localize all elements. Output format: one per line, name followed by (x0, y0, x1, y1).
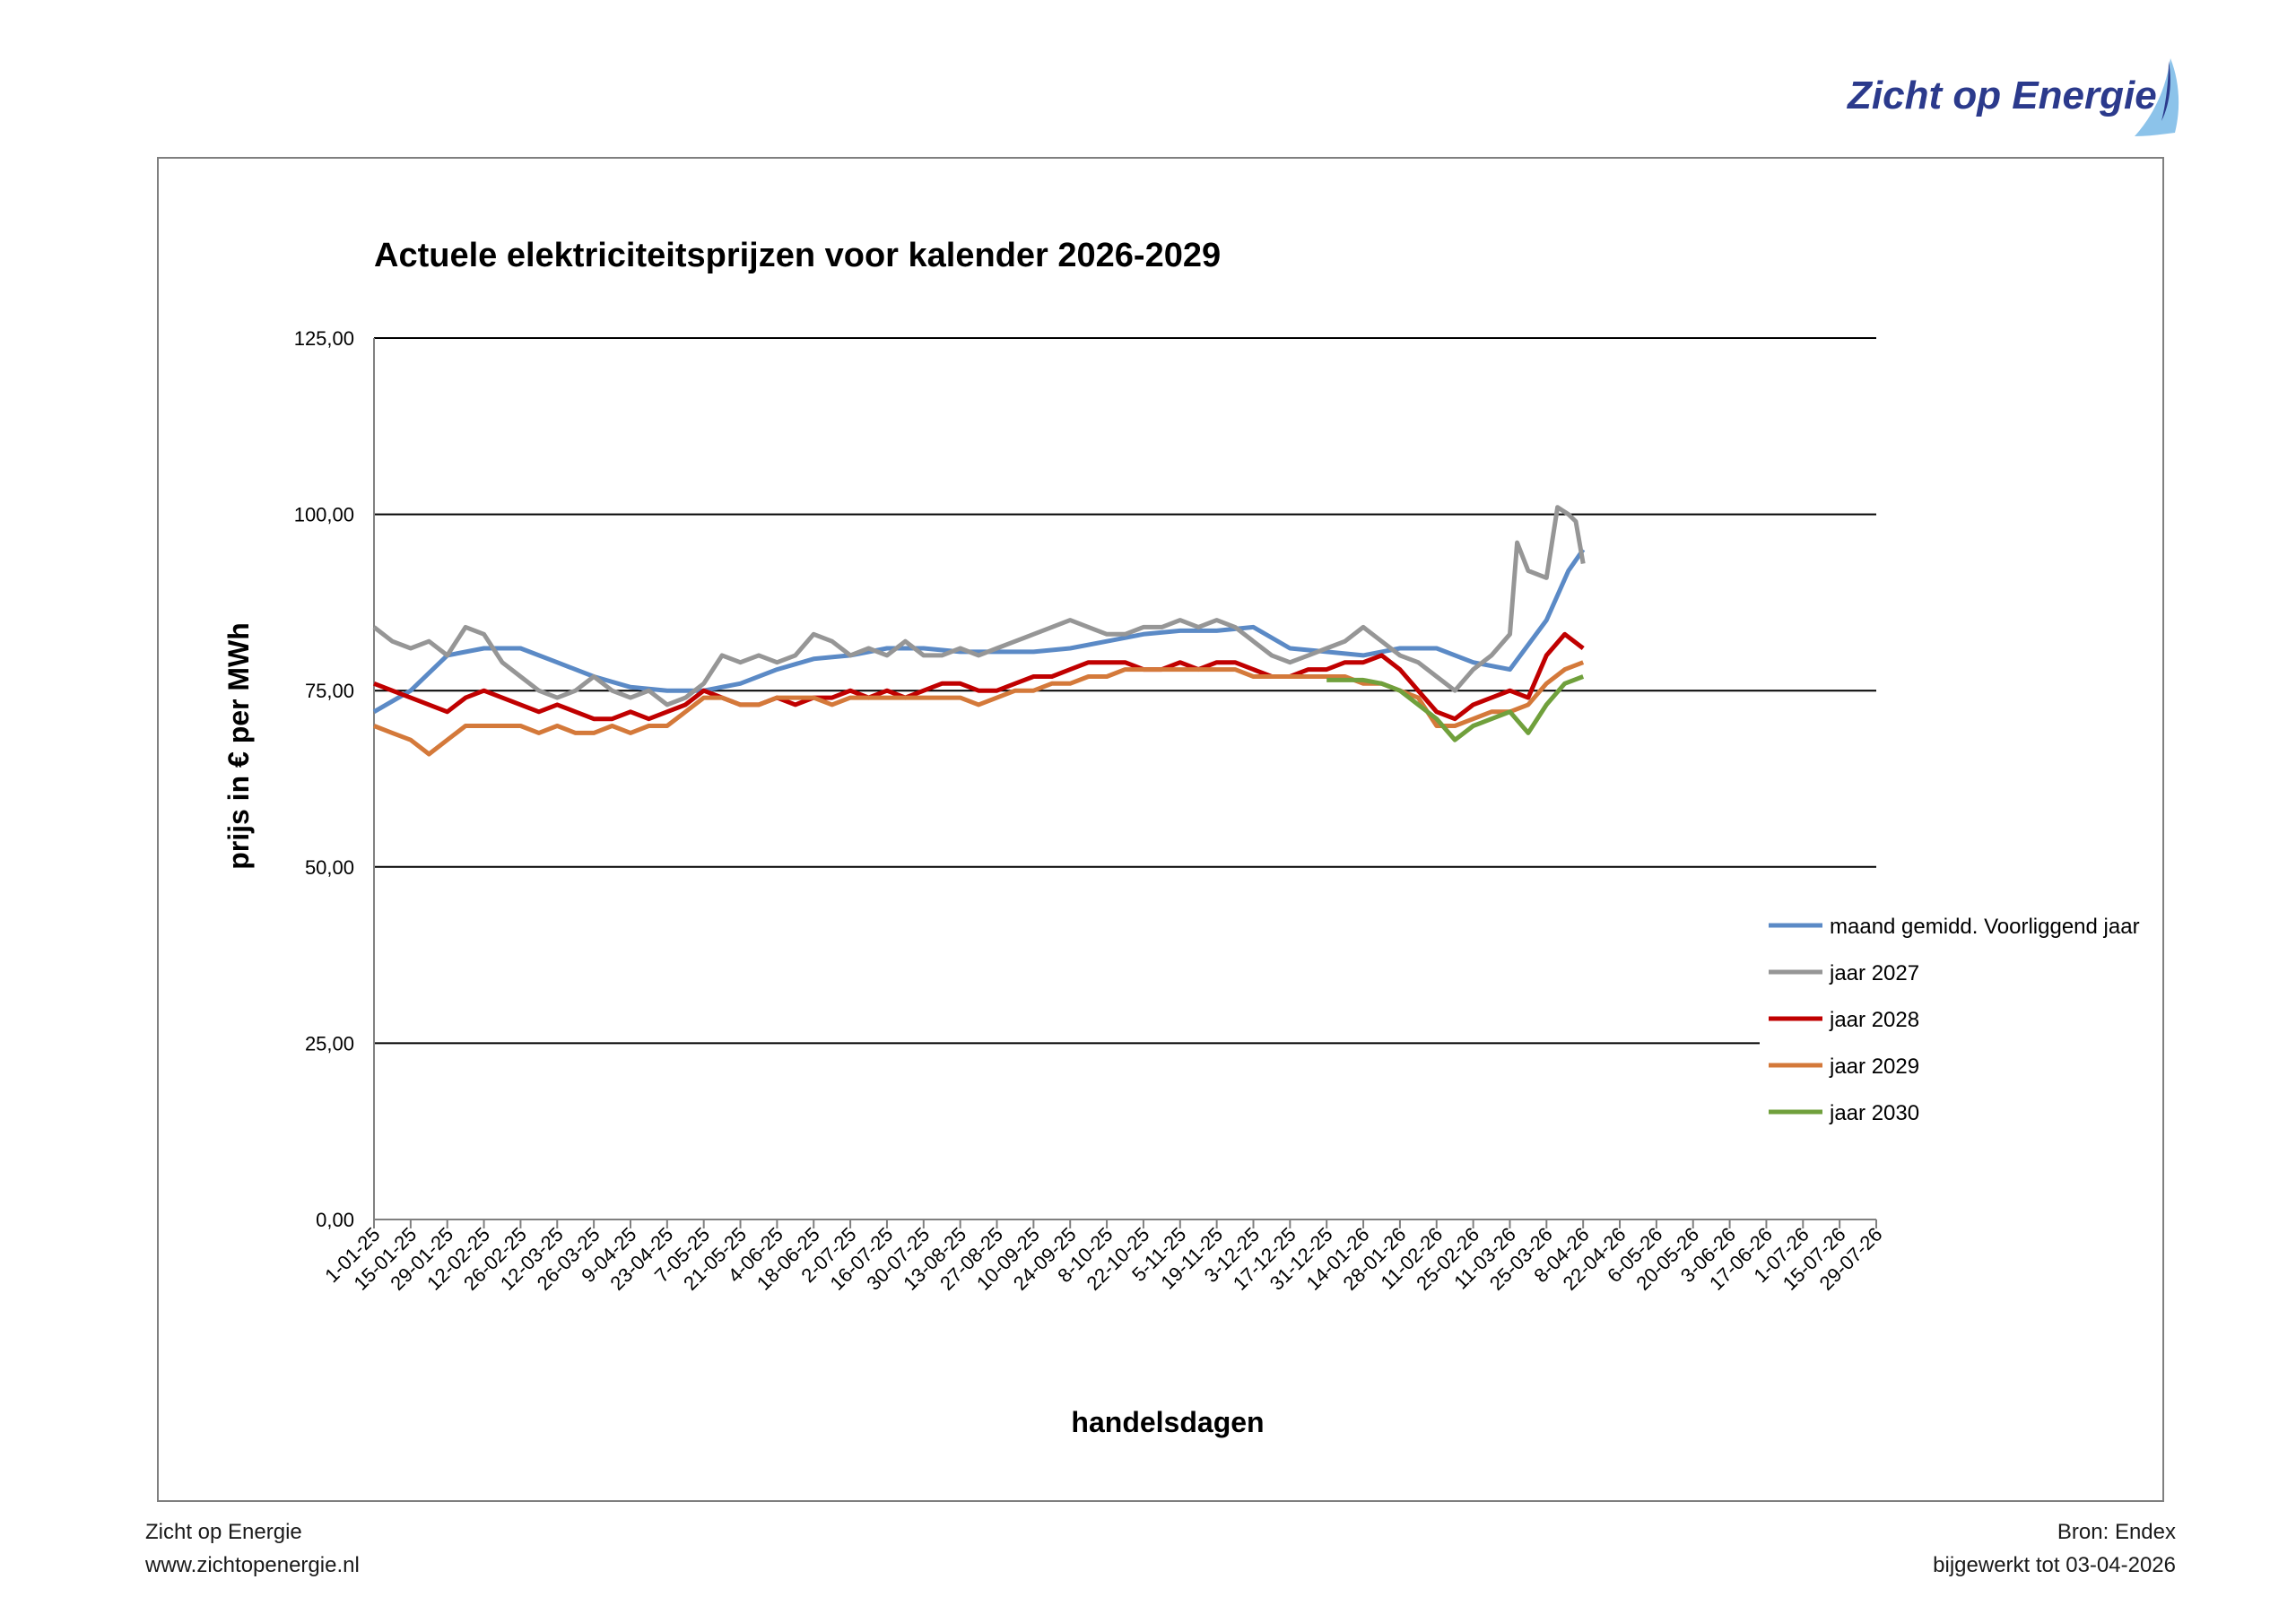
series-line-3 (373, 631, 1585, 722)
logo-text: Zicht op Energie (1848, 74, 2157, 117)
sail-icon (2135, 58, 2179, 136)
y-axis-title: prijs in € per MWh (222, 622, 255, 870)
series-line-4 (373, 660, 1585, 757)
legend-label: jaar 2029 (1829, 1055, 1919, 1079)
y-tick-label: 50,00 (305, 856, 354, 879)
footer-source: Bron: Endex (2057, 1520, 2176, 1544)
logo: Zicht op Energie (1848, 54, 2188, 152)
y-tick-label: 25,00 (305, 1032, 354, 1055)
x-axis-title: handelsdagen (1071, 1406, 1264, 1438)
series-line-1 (372, 548, 1586, 714)
y-tick-label: 125,00 (294, 327, 354, 350)
series-lines (372, 505, 1586, 757)
series-line-2 (372, 505, 1586, 707)
legend-label: jaar 2027 (1829, 961, 1919, 985)
y-tick-label: 0,00 (316, 1209, 354, 1231)
y-tick-label: 75,00 (305, 680, 354, 702)
footer-org-name: Zicht op Energie (145, 1520, 302, 1544)
chart-frame: Actuele elektriciteitsprijzen voor kalen… (157, 157, 2164, 1502)
footer-website-link[interactable]: www.zichtopenergie.nl (145, 1553, 360, 1577)
footer-updated: bijgewerkt tot 03-04-2026 (1933, 1553, 2176, 1577)
legend-label: jaar 2028 (1829, 1008, 1919, 1032)
legend-background (1760, 898, 2159, 1141)
chart-title: Actuele elektriciteitsprijzen voor kalen… (374, 237, 1221, 274)
y-axis: 0,00 25,00 50,00 75,00 100,00 125,00 (294, 327, 375, 1231)
series-line-5 (1326, 674, 1585, 742)
chart: Actuele elektriciteitsprijzen voor kalen… (222, 237, 2159, 1438)
legend-label: jaar 2030 (1829, 1101, 1919, 1125)
y-tick-label: 100,00 (294, 504, 354, 526)
legend-label: maand gemidd. Voorliggend jaar (1830, 915, 2140, 939)
legend: maand gemidd. Voorliggend jaar jaar 2027 j… (1760, 898, 2159, 1141)
grid (374, 337, 1876, 1045)
x-axis: 1-01-2515-01-2529-01-2512-02-2526-02-251… (320, 1219, 1887, 1295)
